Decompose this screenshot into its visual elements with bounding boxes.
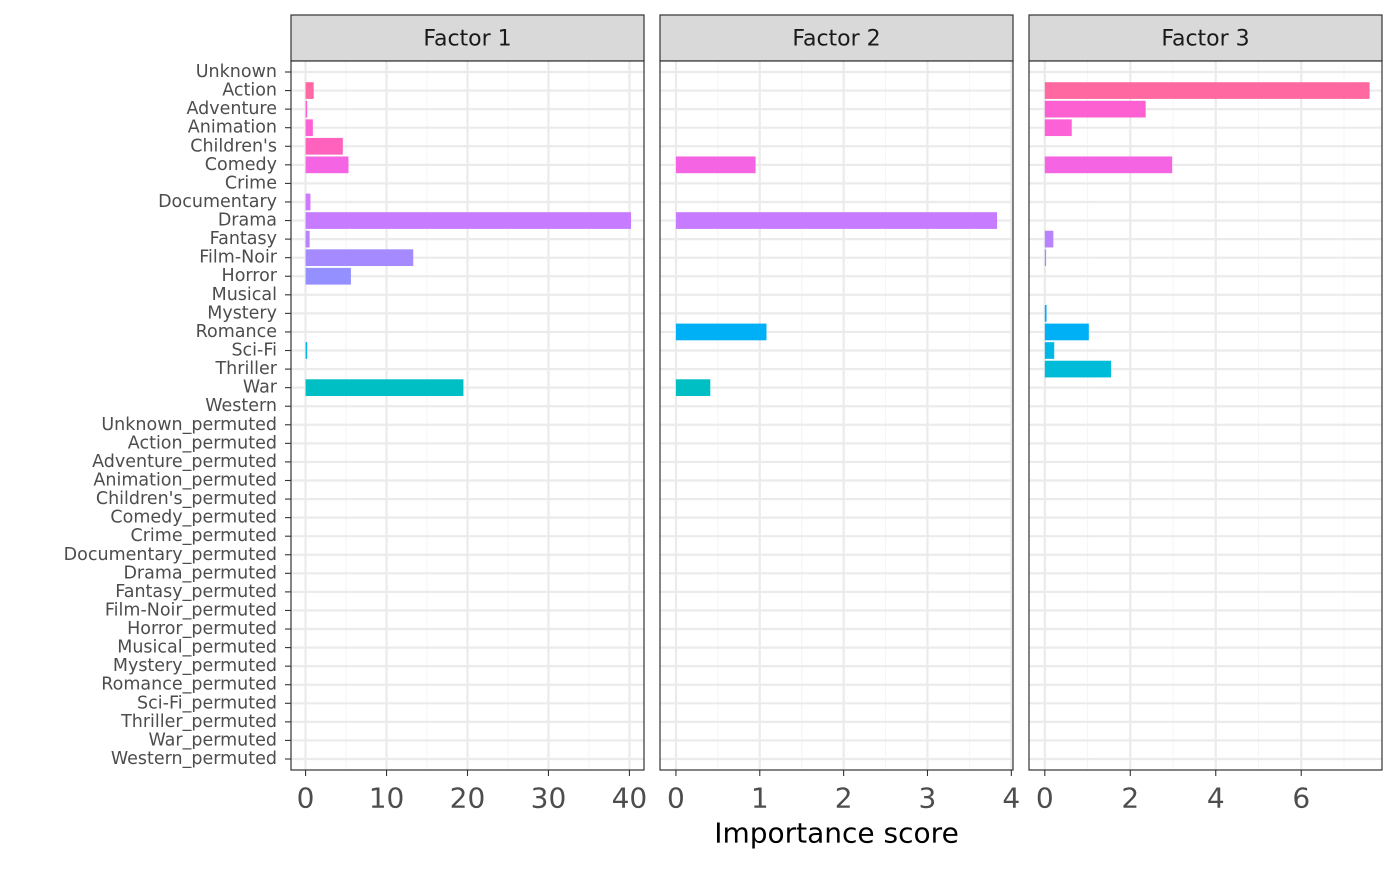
y-tick-label-drama-permuted: Drama_permuted <box>123 563 277 583</box>
bar-factor-1-fantasy <box>305 230 310 248</box>
bar-factor-2-romance <box>675 323 767 341</box>
bar-factor-1-animation <box>305 119 313 137</box>
x-tick-label: 40 <box>612 782 648 815</box>
x-tick-label: 2 <box>1121 782 1139 815</box>
x-axis-title: Importance score <box>714 817 959 850</box>
bar-factor-3-sci-fi <box>1044 342 1055 359</box>
y-tick-label-war: War <box>243 378 278 398</box>
y-tick-label-crime-permuted: Crime_permuted <box>131 526 277 546</box>
y-tick-label-thriller-permuted: Thriller_permuted <box>120 712 277 732</box>
x-tick-label: 10 <box>369 782 405 815</box>
bar-factor-3-fantasy <box>1044 230 1054 248</box>
y-tick-label-mystery: Mystery <box>207 303 277 323</box>
y-tick-label-action-permuted: Action_permuted <box>128 433 277 453</box>
y-tick-label-unknown-permuted: Unknown_permuted <box>101 415 277 435</box>
y-tick-label-documentary-permuted: Documentary_permuted <box>64 545 277 565</box>
facet-label-factor-2: Factor 2 <box>792 27 880 52</box>
bar-factor-1-film-noir <box>305 249 414 267</box>
y-tick-label-western: Western <box>205 396 277 416</box>
bar-factor-1-documentary <box>305 193 311 211</box>
panel-factor-2: Factor 2 0 1 2 3 4 <box>659 14 1020 815</box>
y-tick-label-crime: Crime <box>225 173 277 193</box>
y-tick-label-adventure-permuted: Adventure_permuted <box>92 452 277 472</box>
bar-factor-1-children-s <box>305 137 343 155</box>
y-tick-label-film-noir: Film-Noir <box>199 248 278 268</box>
x-tick-label: 4 <box>1207 782 1225 815</box>
y-tick-label-comedy: Comedy <box>205 155 277 175</box>
y-tick-label-war-permuted: War_permuted <box>149 730 278 750</box>
y-tick-label-western-permuted: Western_permuted <box>111 749 277 769</box>
y-axis: UnknownActionAdventureAnimationChildren'… <box>64 62 291 769</box>
bar-factor-3-action <box>1044 82 1370 99</box>
bar-factor-2-drama <box>675 212 998 229</box>
bar-factor-1-comedy <box>305 156 349 174</box>
panel-factor-1: Factor 1 0 10 20 30 40 <box>290 14 648 815</box>
x-tick-label: 30 <box>531 782 567 815</box>
y-tick-label-musical: Musical <box>212 285 277 305</box>
y-tick-label-film-noir-permuted: Film-Noir_permuted <box>105 600 277 620</box>
bar-factor-1-war <box>305 379 464 397</box>
bar-factor-3-romance <box>1044 323 1089 341</box>
bar-factor-1-horror <box>305 267 351 285</box>
y-tick-label-romance: Romance <box>196 322 277 342</box>
x-tick-label: 3 <box>919 782 937 815</box>
x-tick-label: 1 <box>751 782 769 815</box>
bar-factor-1-sci-fi <box>305 342 308 359</box>
panel-background <box>660 61 1013 770</box>
y-tick-label-children-s-permuted: Children's_permuted <box>96 489 277 509</box>
y-tick-label-adventure: Adventure <box>186 99 277 119</box>
bar-factor-3-comedy <box>1044 156 1173 174</box>
y-tick-label-romance-permuted: Romance_permuted <box>101 675 277 695</box>
x-tick-label: 0 <box>667 782 685 815</box>
panel-border <box>659 60 1014 771</box>
x-tick-label: 20 <box>450 782 486 815</box>
bar-factor-2-comedy <box>675 156 756 174</box>
y-tick-label-comedy-permuted: Comedy_permuted <box>110 508 277 528</box>
bar-factor-3-film-noir <box>1044 249 1047 267</box>
bar-factor-3-thriller <box>1044 360 1112 378</box>
y-tick-label-fantasy: Fantasy <box>210 229 277 249</box>
y-tick-label-horror: Horror <box>222 266 278 286</box>
x-tick-label: 2 <box>835 782 853 815</box>
y-tick-label-musical-permuted: Musical_permuted <box>117 638 277 658</box>
y-tick-label-drama: Drama <box>218 211 277 231</box>
bar-factor-3-animation <box>1044 119 1072 137</box>
bar-factor-3-mystery <box>1044 305 1047 322</box>
y-tick-label-unknown: Unknown <box>196 62 277 82</box>
y-tick-label-animation-permuted: Animation_permuted <box>93 470 277 490</box>
bar-factor-3-adventure <box>1044 100 1146 118</box>
y-tick-label-sci-fi-permuted: Sci-Fi_permuted <box>137 693 277 713</box>
x-tick-label: 0 <box>1036 782 1054 815</box>
y-tick-label-mystery-permuted: Mystery_permuted <box>113 656 277 676</box>
y-tick-label-horror-permuted: Horror_permuted <box>127 619 277 639</box>
panel-border <box>1028 60 1383 771</box>
y-tick-label-animation: Animation <box>188 118 277 138</box>
bar-factor-1-adventure <box>305 100 308 118</box>
facet-label-factor-1: Factor 1 <box>423 27 511 52</box>
x-tick-label: 6 <box>1292 782 1310 815</box>
x-tick-label: 4 <box>1002 782 1020 815</box>
facet-label-factor-3: Factor 3 <box>1161 27 1249 52</box>
y-tick-label-fantasy-permuted: Fantasy_permuted <box>115 582 277 602</box>
bar-factor-1-action <box>305 82 314 99</box>
y-tick-label-documentary: Documentary <box>158 192 277 212</box>
panel-factor-3: Factor 3 0 2 4 6 <box>1028 14 1383 815</box>
y-tick-label-thriller: Thriller <box>214 359 277 379</box>
facet-strip <box>1028 14 1383 62</box>
bar-factor-2-war <box>675 379 711 397</box>
y-tick-label-action: Action <box>222 81 277 101</box>
bar-factor-1-drama <box>305 212 632 229</box>
y-tick-label-sci-fi: Sci-Fi <box>231 341 277 361</box>
x-tick-label: 0 <box>297 782 315 815</box>
y-tick-label-children-s: Children's <box>190 136 277 156</box>
facet-strip <box>290 14 645 62</box>
